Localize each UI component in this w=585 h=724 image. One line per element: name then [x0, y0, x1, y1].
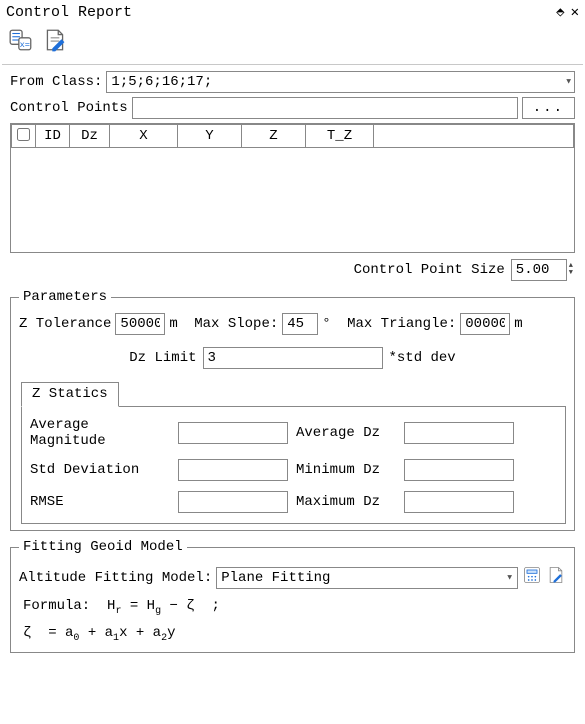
dz-limit-input[interactable] [203, 347, 383, 369]
avg-dz-label: Average Dz [296, 425, 396, 441]
control-points-input[interactable] [132, 97, 518, 119]
geoid-group: Fitting Geoid Model Altitude Fitting Mod… [10, 539, 575, 653]
control-points-table: ID Dz X Y Z T_Z [10, 123, 575, 253]
parameters-legend: Parameters [19, 289, 111, 305]
max-triangle-label: Max Triangle: [347, 316, 456, 332]
tab-z-statics[interactable]: Z Statics [21, 382, 119, 407]
rmse-input[interactable] [178, 491, 288, 513]
col-tz[interactable]: T_Z [306, 125, 374, 148]
formula-line-2: ζ = a0 + a1x + a2y [23, 625, 562, 644]
max-slope-label: Max Slope: [194, 316, 278, 332]
std-dev-label: Std Deviation [30, 462, 170, 478]
col-blank [374, 125, 574, 148]
size-spin-down[interactable]: ▼ [569, 270, 573, 277]
max-triangle-unit: m [514, 316, 522, 332]
col-y[interactable]: Y [178, 125, 242, 148]
calculate-icon[interactable]: x= [8, 27, 34, 58]
control-point-size-label: Control Point Size [354, 262, 505, 278]
z-tolerance-unit: m [169, 316, 177, 332]
avg-dz-input[interactable] [404, 422, 514, 444]
alt-fit-combo[interactable] [216, 567, 518, 589]
min-dz-label: Minimum Dz [296, 462, 396, 478]
min-dz-input[interactable] [404, 459, 514, 481]
col-id[interactable]: ID [36, 125, 70, 148]
std-dev-input[interactable] [178, 459, 288, 481]
parameters-group: Parameters Z Tolerance m Max Slope: ° Ma… [10, 289, 575, 531]
browse-button[interactable]: ... [522, 97, 575, 119]
col-dz[interactable]: Dz [70, 125, 110, 148]
geoid-edit-icon[interactable] [546, 565, 566, 590]
formula-line-1: Formula: Hr = Hg − ζ ; [23, 598, 562, 617]
close-icon[interactable]: ✕ [571, 4, 579, 21]
pin-icon[interactable]: ⬘ [556, 4, 564, 21]
edit-report-icon[interactable] [42, 27, 68, 58]
max-slope-input[interactable] [282, 313, 318, 335]
col-x[interactable]: X [110, 125, 178, 148]
geoid-legend: Fitting Geoid Model [19, 539, 187, 555]
window-title: Control Report [6, 4, 132, 21]
from-class-label: From Class: [10, 74, 102, 90]
control-point-size-input[interactable] [511, 259, 567, 281]
col-z[interactable]: Z [242, 125, 306, 148]
dz-limit-label: Dz Limit [129, 350, 196, 366]
max-triangle-input[interactable] [460, 313, 510, 335]
select-all-checkbox[interactable] [17, 128, 30, 141]
z-tolerance-input[interactable] [115, 313, 165, 335]
avg-mag-label: Average Magnitude [30, 417, 170, 449]
z-tolerance-label: Z Tolerance [19, 316, 111, 332]
alt-fit-label: Altitude Fitting Model: [19, 570, 212, 586]
from-class-input[interactable] [106, 71, 575, 93]
geoid-calc-icon[interactable] [522, 565, 542, 590]
avg-mag-input[interactable] [178, 422, 288, 444]
svg-text:x=: x= [20, 40, 30, 50]
control-points-label: Control Points [10, 100, 128, 116]
rmse-label: RMSE [30, 494, 170, 510]
max-dz-label: Maximum Dz [296, 494, 396, 510]
dz-limit-suffix: *std dev [389, 350, 456, 366]
max-slope-unit: ° [322, 316, 330, 332]
max-dz-input[interactable] [404, 491, 514, 513]
